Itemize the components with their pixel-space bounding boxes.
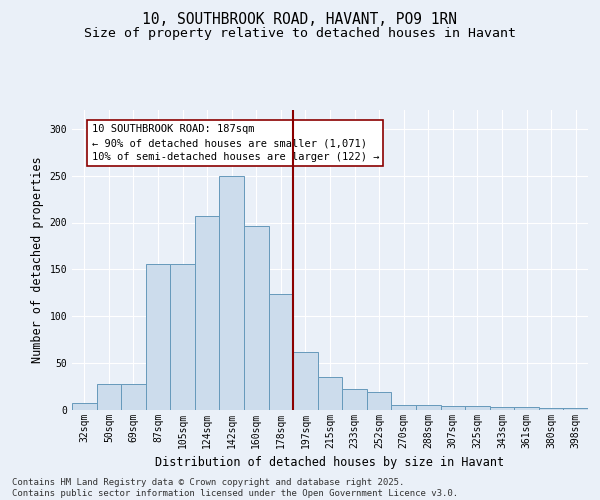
- Bar: [293, 352, 318, 410]
- Bar: [121, 384, 146, 410]
- Bar: [195, 216, 220, 410]
- Bar: [563, 408, 588, 410]
- Bar: [490, 407, 514, 410]
- Bar: [170, 264, 195, 410]
- Y-axis label: Number of detached properties: Number of detached properties: [31, 156, 44, 364]
- Bar: [72, 404, 97, 410]
- Bar: [318, 377, 342, 410]
- Bar: [244, 226, 269, 410]
- Bar: [220, 176, 244, 410]
- Bar: [440, 406, 465, 410]
- Text: 10, SOUTHBROOK ROAD, HAVANT, PO9 1RN: 10, SOUTHBROOK ROAD, HAVANT, PO9 1RN: [143, 12, 458, 28]
- Bar: [539, 408, 563, 410]
- Bar: [514, 407, 539, 410]
- Bar: [269, 294, 293, 410]
- Text: Size of property relative to detached houses in Havant: Size of property relative to detached ho…: [84, 28, 516, 40]
- Bar: [391, 406, 416, 410]
- Bar: [146, 264, 170, 410]
- Bar: [342, 390, 367, 410]
- Bar: [465, 406, 490, 410]
- Bar: [367, 392, 391, 410]
- Bar: [416, 406, 440, 410]
- Text: 10 SOUTHBROOK ROAD: 187sqm
← 90% of detached houses are smaller (1,071)
10% of s: 10 SOUTHBROOK ROAD: 187sqm ← 90% of deta…: [92, 124, 379, 162]
- X-axis label: Distribution of detached houses by size in Havant: Distribution of detached houses by size …: [155, 456, 505, 469]
- Text: Contains HM Land Registry data © Crown copyright and database right 2025.
Contai: Contains HM Land Registry data © Crown c…: [12, 478, 458, 498]
- Bar: [97, 384, 121, 410]
